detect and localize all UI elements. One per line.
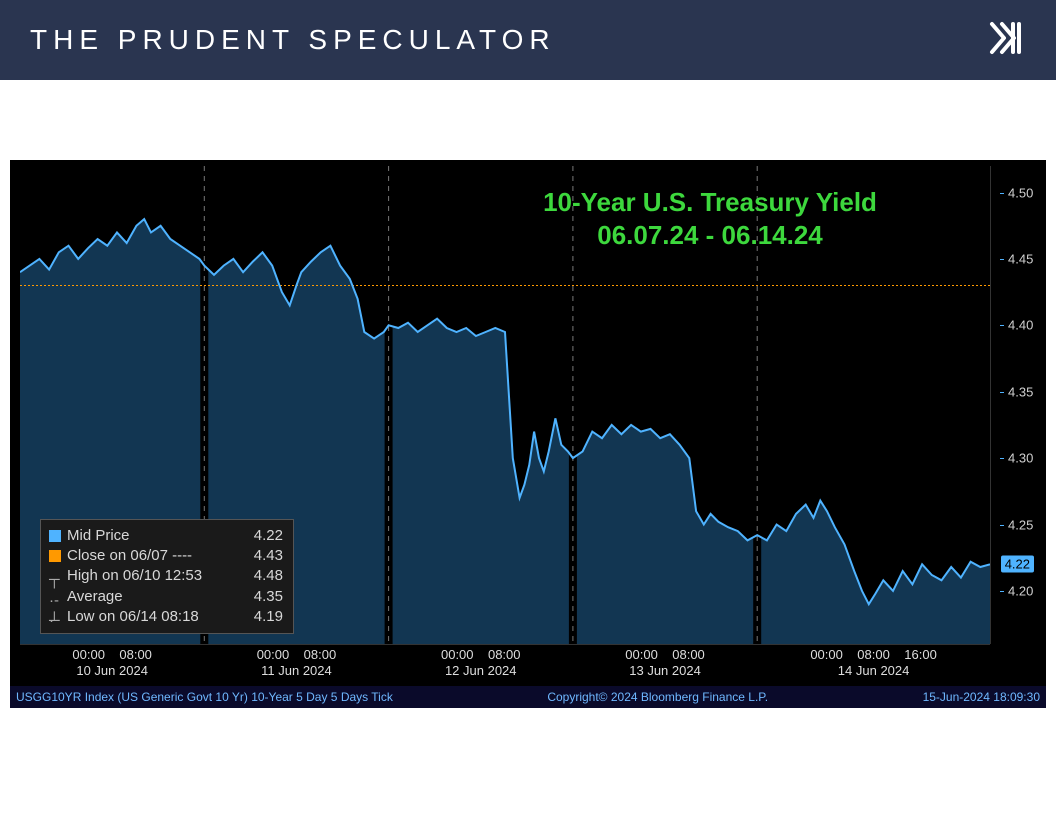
legend-value: 4.43 bbox=[243, 546, 283, 566]
y-axis-border bbox=[990, 166, 991, 644]
legend-row: ┬ High on 06/10 12:53 4.48 bbox=[49, 566, 283, 586]
y-tick-label: 4.30 bbox=[1008, 451, 1033, 466]
footer-right: 15-Jun-2024 18:09:30 bbox=[923, 690, 1040, 704]
y-tick-label: 4.50 bbox=[1008, 185, 1033, 200]
avg-marker-icon: ·-· bbox=[49, 591, 61, 603]
legend-label: Mid Price bbox=[67, 526, 237, 546]
x-day-label: 00:00 08:0010 Jun 2024 bbox=[20, 647, 204, 678]
chart-title-line1: 10-Year U.S. Treasury Yield bbox=[440, 186, 980, 219]
legend-value: 4.22 bbox=[243, 526, 283, 546]
y-tick-label: 4.45 bbox=[1008, 251, 1033, 266]
x-day-label: 00:00 08:0013 Jun 2024 bbox=[573, 647, 757, 678]
legend-swatch bbox=[49, 530, 61, 542]
y-tick-label: 4.35 bbox=[1008, 384, 1033, 399]
chart-container: 10-Year U.S. Treasury Yield 06.07.24 - 0… bbox=[0, 80, 1056, 718]
terminal-chart: 10-Year U.S. Treasury Yield 06.07.24 - 0… bbox=[10, 160, 1046, 708]
legend-row: ┴ Low on 06/14 08:18 4.19 bbox=[49, 607, 283, 627]
legend-row: Mid Price 4.22 bbox=[49, 526, 283, 546]
legend-row: ·-· Average 4.35 bbox=[49, 587, 283, 607]
x-day-label: 00:00 08:0012 Jun 2024 bbox=[389, 647, 573, 678]
current-value-badge: 4.22 bbox=[1001, 556, 1034, 573]
y-tick-label: 4.25 bbox=[1008, 517, 1033, 532]
brand-title: THE PRUDENT SPECULATOR bbox=[30, 24, 556, 56]
x-day-label: 00:00 08:0011 Jun 2024 bbox=[204, 647, 388, 678]
chart-title-line2: 06.07.24 - 06.14.24 bbox=[440, 219, 980, 252]
legend-row: Close on 06/07 ---- 4.43 bbox=[49, 546, 283, 566]
plot-area: 10-Year U.S. Treasury Yield 06.07.24 - 0… bbox=[20, 166, 990, 644]
chart-title: 10-Year U.S. Treasury Yield 06.07.24 - 0… bbox=[440, 186, 980, 251]
footer-bar: USGG10YR Index (US Generic Govt 10 Yr) 1… bbox=[10, 686, 1046, 708]
legend-label: High on 06/10 12:53 bbox=[67, 566, 237, 586]
low-marker-icon: ┴ bbox=[49, 611, 61, 623]
legend-box: Mid Price 4.22 Close on 06/07 ---- 4.43 ┬ Hig… bbox=[40, 519, 294, 634]
y-tick-label: 4.40 bbox=[1008, 318, 1033, 333]
legend-value: 4.19 bbox=[243, 607, 283, 627]
y-axis: 4.22 4.20 4.25 4.30 4.35 4.40 4.45 4.50 bbox=[1000, 166, 1040, 644]
footer-left: USGG10YR Index (US Generic Govt 10 Yr) 1… bbox=[16, 690, 393, 704]
x-axis: 00:00 08:0010 Jun 202400:00 08:0011 Jun … bbox=[20, 644, 990, 688]
legend-label: Average bbox=[67, 587, 237, 607]
y-tick-label: 4.20 bbox=[1008, 583, 1033, 598]
footer-center: Copyright© 2024 Bloomberg Finance L.P. bbox=[547, 690, 768, 704]
legend-value: 4.48 bbox=[243, 566, 283, 586]
brand-logo-icon bbox=[986, 18, 1026, 63]
legend-value: 4.35 bbox=[243, 587, 283, 607]
legend-label: Low on 06/14 08:18 bbox=[67, 607, 237, 627]
page-header: THE PRUDENT SPECULATOR bbox=[0, 0, 1056, 80]
high-marker-icon: ┬ bbox=[49, 570, 61, 582]
x-day-label: 00:00 08:00 16:0014 Jun 2024 bbox=[757, 647, 990, 678]
legend-swatch bbox=[49, 550, 61, 562]
legend-label: Close on 06/07 ---- bbox=[67, 546, 237, 566]
